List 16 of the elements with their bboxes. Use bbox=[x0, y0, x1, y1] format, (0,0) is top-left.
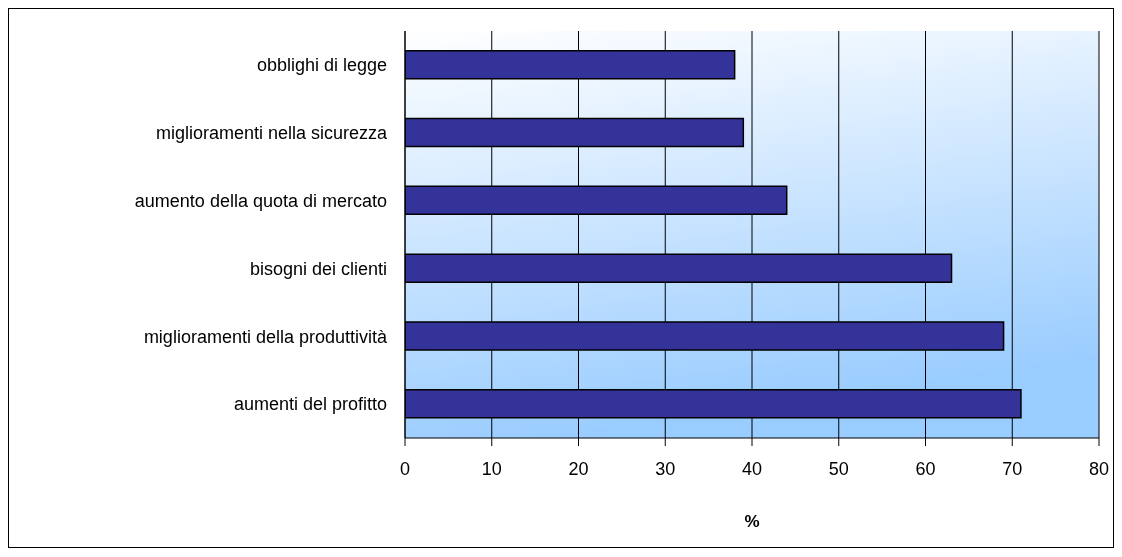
x-tick-label: 20 bbox=[568, 458, 589, 479]
x-axis-title: % bbox=[744, 512, 760, 531]
x-tick-label: 70 bbox=[1002, 458, 1023, 479]
x-tick-label: 40 bbox=[741, 458, 763, 479]
y-tick-label: miglioramenti della produttività bbox=[143, 326, 388, 347]
y-tick-label: obblighi di legge bbox=[256, 55, 387, 76]
x-tick-label: 80 bbox=[1088, 458, 1110, 479]
x-tick-label: 0 bbox=[399, 458, 411, 479]
y-tick-label: miglioramenti nella sicurezza bbox=[155, 123, 388, 144]
y-tick-label: aumenti del profitto bbox=[233, 394, 387, 415]
x-tick-label: 60 bbox=[915, 458, 936, 479]
x-tick-label: 30 bbox=[655, 458, 676, 479]
y-tick-label: aumento della quota di mercato bbox=[134, 190, 387, 211]
x-tick-label: 10 bbox=[481, 458, 502, 479]
x-tick-label: 50 bbox=[828, 458, 849, 479]
y-tick-label: bisogni dei clienti bbox=[249, 258, 387, 279]
